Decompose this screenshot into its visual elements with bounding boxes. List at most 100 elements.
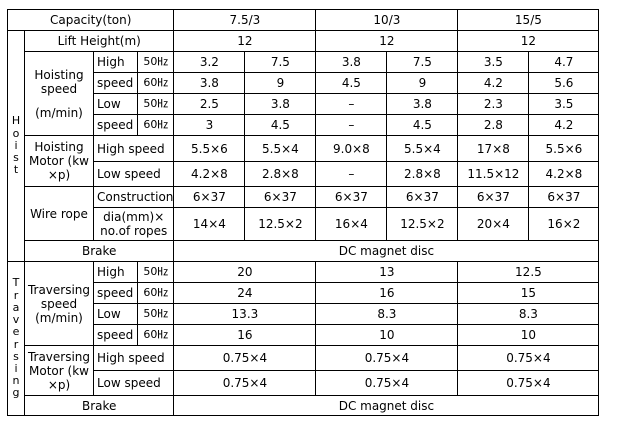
- lift-height-value: 12: [174, 31, 316, 51]
- hoisting-speed-value: 7.5: [387, 52, 458, 72]
- frequency: 50㎐: [138, 94, 174, 114]
- hoisting-motor-value: 4.2×8: [174, 162, 245, 186]
- motor-mode: Low speed: [94, 162, 174, 186]
- hoist-side-char: H: [11, 114, 21, 128]
- capacity-label: Capacity(ton): [8, 10, 174, 30]
- traversing-speed-value: 16: [316, 283, 458, 303]
- construction-value: 6×37: [458, 187, 529, 207]
- speed-mode: speed: [94, 115, 138, 135]
- traversing-motor-value: 0.75×4: [458, 346, 599, 370]
- traversing-side-char: a: [12, 300, 20, 314]
- hoist-side-char: o: [12, 126, 20, 140]
- hoisting-motor-value: 5.5×6: [529, 136, 599, 161]
- hoisting-motor-value: 2.8×8: [245, 162, 316, 186]
- construction-value: 6×37: [245, 187, 316, 207]
- capacity-value: 15/5: [458, 10, 599, 30]
- traversing-side-char: e: [12, 325, 20, 339]
- traversing-motor-value: 0.75×4: [316, 346, 458, 370]
- hoisting-motor-label-line: ×p): [47, 168, 71, 182]
- traversing-speed-value: 8.3: [458, 304, 599, 324]
- frequency: 50㎐: [138, 52, 174, 72]
- speed-mode: High: [94, 52, 138, 72]
- motor-mode: High speed: [94, 136, 174, 161]
- frequency: 60㎐: [138, 115, 174, 135]
- construction-label: Construction: [94, 187, 174, 207]
- lift-height-label: Lift Height(m): [25, 31, 174, 51]
- hoisting-speed-label: Hoisting speed (m/min): [25, 52, 93, 135]
- traversing-speed-value: 13.3: [174, 304, 316, 324]
- hoisting-motor-value: 17×8: [458, 136, 529, 161]
- traversing-motor-value: 0.75×4: [174, 371, 316, 395]
- lift-height-value: 12: [458, 31, 599, 51]
- frequency: 50㎐: [138, 304, 174, 324]
- traversing-side-char: g: [12, 386, 20, 400]
- hoisting-motor-value: 5.5×6: [174, 136, 245, 161]
- hoisting-speed-value: 3.8: [387, 94, 458, 114]
- dia-label-line: no.of ropes: [100, 224, 168, 238]
- dia-value: 16×2: [529, 208, 599, 240]
- traversing-side-char: r: [13, 288, 19, 302]
- speed-mode: speed: [94, 283, 138, 303]
- capacity-value: 7.5/3: [174, 10, 316, 30]
- traversing-speed-value: 24: [174, 283, 316, 303]
- hoisting-motor-label-line: Hoisting: [34, 140, 84, 154]
- construction-value: 6×37: [174, 187, 245, 207]
- motor-mode: High speed: [94, 346, 174, 370]
- speed-mode: speed: [94, 73, 138, 93]
- hoisting-speed-value: 3.8: [174, 73, 245, 93]
- dia-value: 20×4: [458, 208, 529, 240]
- dia-label: dia(mm)× no.of ropes: [94, 208, 174, 240]
- hoisting-speed-value: 4.7: [529, 52, 599, 72]
- hoist-brake-label: Brake: [25, 241, 174, 261]
- construction-value: 6×37: [529, 187, 599, 207]
- hoisting-speed-value: 5.6: [529, 73, 599, 93]
- traversing-motor-label-line: ×p): [47, 377, 71, 392]
- frequency: 60㎐: [138, 325, 174, 345]
- hoisting-speed-value: 2.8: [458, 115, 529, 135]
- frequency: 50㎐: [138, 262, 174, 282]
- hoisting-speed-value: 4.5: [316, 73, 387, 93]
- traversing-brake-value: DC magnet disc: [174, 396, 599, 415]
- traversing-side-char: i: [14, 361, 18, 375]
- hoist-side-char: t: [13, 163, 19, 177]
- hoisting-speed-value: 4.5: [387, 115, 458, 135]
- hoist-brake-value: DC magnet disc: [174, 241, 599, 261]
- traversing-motor-label: Traversing Motor (kw ×p): [25, 346, 93, 395]
- hoisting-speed-label-line: speed: [40, 81, 78, 96]
- motor-mode: Low speed: [94, 371, 174, 395]
- hoisting-speed-value: 9: [387, 73, 458, 93]
- hoisting-speed-label-line: Hoisting: [34, 67, 84, 82]
- hoisting-motor-value: 11.5×12: [458, 162, 529, 186]
- hoisting-speed-value: 3.5: [529, 94, 599, 114]
- hoisting-speed-value: 4.5: [245, 115, 316, 135]
- hoisting-motor-value: 5.5×4: [245, 136, 316, 161]
- traversing-speed-value: 16: [174, 325, 316, 345]
- frequency: 60㎐: [138, 283, 174, 303]
- hoisting-speed-value: 3: [174, 115, 245, 135]
- hoisting-speed-value: 7.5: [245, 52, 316, 72]
- hoisting-speed-value: 2.3: [458, 94, 529, 114]
- traversing-speed-label-line: Traversing: [27, 282, 91, 297]
- speed-mode: Low: [94, 94, 138, 114]
- hoisting-motor-value: 5.5×4: [387, 136, 458, 161]
- hoisting-speed-value: –: [316, 94, 387, 114]
- traversing-speed-value: 12.5: [458, 262, 599, 282]
- construction-value: 6×37: [316, 187, 387, 207]
- hoisting-motor-label-line: Motor (kw: [29, 154, 89, 168]
- traversing-speed-label: Traversing speed (m/min): [25, 262, 93, 345]
- hoisting-motor-value: 4.2×8: [529, 162, 599, 186]
- lift-height-value: 12: [316, 31, 458, 51]
- hoist-side-char: i: [14, 138, 18, 152]
- hoisting-motor-label: Hoisting Motor (kw ×p): [25, 136, 93, 186]
- traversing-brake-label: Brake: [25, 396, 174, 415]
- dia-value: 14×4: [174, 208, 245, 240]
- traversing-side-char: n: [12, 374, 20, 388]
- traversing-side-char: r: [13, 337, 19, 351]
- speed-mode: High: [94, 262, 138, 282]
- speed-mode: speed: [94, 325, 138, 345]
- dia-label-line: dia(mm)×: [103, 210, 165, 224]
- hoisting-speed-unit: (m/min): [35, 105, 83, 120]
- traversing-speed-value: 13: [316, 262, 458, 282]
